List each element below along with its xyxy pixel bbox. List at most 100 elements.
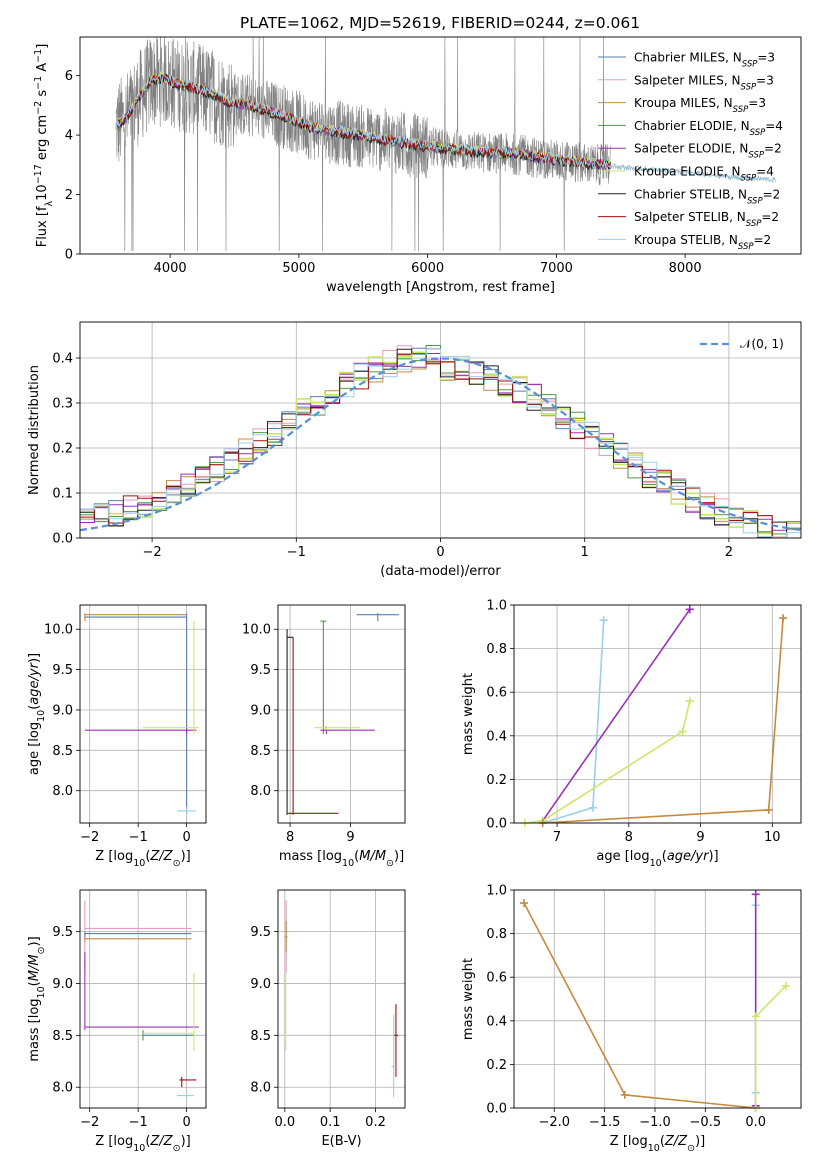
normal-curve bbox=[80, 357, 801, 532]
axis-label-part: ( bbox=[354, 849, 359, 864]
massweight-series bbox=[542, 620, 605, 824]
legend-name: Salpeter STELIB, N bbox=[634, 210, 746, 224]
x-tick-label: 5000 bbox=[282, 261, 315, 276]
axis-label-part: age/yr bbox=[667, 849, 710, 864]
residuals-panel: −2 −1 0 1 2 0.0 0.1 0.2 0.3 0.4 (data-model)/error… bbox=[27, 321, 802, 579]
axis-label-part: mass [log bbox=[279, 849, 342, 864]
legend-nssp: =2 bbox=[761, 210, 779, 224]
massweight-point bbox=[751, 890, 760, 899]
age_vs_mass-plot-area bbox=[286, 613, 399, 815]
y-tick-label: 9.0 bbox=[52, 977, 73, 992]
legend-label: Kroupa STELIB, NSSP=2 bbox=[634, 233, 771, 252]
axis-label-part: −1 bbox=[33, 76, 44, 90]
axis-label-part: wavelength [Angstrom, rest frame] bbox=[326, 280, 555, 295]
axes-frame bbox=[277, 889, 406, 1109]
legend-sub: SSP bbox=[746, 219, 762, 229]
x-axis-label: (data-model)/error bbox=[380, 564, 501, 579]
x-tick-label: −2.0 bbox=[538, 1115, 570, 1130]
x-tick-label: 2 bbox=[725, 545, 733, 560]
x-tick-label: 9 bbox=[696, 830, 704, 845]
y-tick-label: 9.0 bbox=[250, 703, 271, 718]
x-tick-label: 0.2 bbox=[365, 1115, 386, 1130]
y-tick-label: 0.4 bbox=[52, 352, 73, 367]
y-tick-label: 2 bbox=[65, 188, 73, 203]
legend-nssp: =3 bbox=[748, 96, 766, 110]
axis-label-part: s bbox=[35, 90, 50, 101]
y-tick-label: 8.5 bbox=[250, 744, 271, 759]
y-tick-label: 0.6 bbox=[486, 971, 507, 986]
x-tick-label: −2 bbox=[80, 1115, 99, 1130]
axis-label-part: −2 bbox=[33, 101, 44, 115]
axis-label-part: )] bbox=[27, 936, 42, 946]
x-tick-label: −0.5 bbox=[690, 1115, 722, 1130]
axis-label-part: (data-model)/error bbox=[380, 564, 501, 579]
y-tick-label: 9.0 bbox=[52, 703, 73, 718]
y-tick-label: 0.4 bbox=[486, 1014, 507, 1029]
stelib-model-line bbox=[610, 163, 776, 184]
axis-label-part: Z [log bbox=[95, 849, 133, 864]
legend-label: Kroupa ELODIE, NSSP=4 bbox=[634, 165, 774, 184]
y-tick-label: 0.2 bbox=[52, 442, 73, 457]
axis-label-part: Z/Z bbox=[149, 1134, 173, 1149]
y-tick-label: 9.0 bbox=[250, 977, 271, 992]
x-tick-label: 0 bbox=[436, 545, 444, 560]
y-tick-label: 9.5 bbox=[52, 663, 73, 678]
residual-histogram bbox=[80, 348, 801, 538]
legend-sub: SSP bbox=[733, 105, 749, 115]
legend-name: Chabrier STELIB, N bbox=[634, 187, 747, 201]
legend-nssp: =2 bbox=[764, 142, 782, 156]
axes-frame bbox=[79, 604, 207, 824]
x-axis-label: Z [log10(Z/Z⊙)] bbox=[610, 1134, 705, 1154]
legend-name: Chabrier MILES, N bbox=[634, 51, 742, 65]
age_vs_Z-panel: −2 −1 08.08.59.09.510.0Z [log10(Z/Z⊙)]age … bbox=[27, 604, 207, 869]
y-tick-label: 9.5 bbox=[250, 925, 271, 940]
axis-label-part: Flux [f bbox=[35, 206, 50, 247]
legend-label: Chabrier MILES, NSSP=3 bbox=[634, 51, 775, 70]
mass_vs_Z-panel: −2 −1 08.08.59.09.5Z [log10(Z/Z⊙)]mass [lo… bbox=[27, 889, 207, 1154]
axis-label-part: age [log bbox=[27, 722, 42, 775]
legend-label: Kroupa MILES, NSSP=3 bbox=[634, 96, 766, 115]
x-axis-label: wavelength [Angstrom, rest frame] bbox=[326, 280, 555, 295]
y-axis-label: age [log10(age/yr)] bbox=[27, 653, 47, 775]
y-axis-label: mass [log10(M/M⊙)] bbox=[27, 936, 47, 1061]
axis-label-part: 10 bbox=[133, 858, 145, 869]
age_vs_mass-panel: 8 9 8.0 8.5 9.0 9.5 10.0 mass [log10(M/M⊙)] bbox=[242, 604, 406, 869]
axis-label-part: λ bbox=[44, 200, 55, 206]
y-tick-label: 0.1 bbox=[52, 487, 73, 502]
y-tick-label: 1.0 bbox=[486, 599, 507, 614]
legend-label: Chabrier ELODIE, NSSP=4 bbox=[634, 119, 783, 138]
legend-nssp: =2 bbox=[763, 187, 781, 201]
data-spectrum-line bbox=[115, 37, 611, 252]
legend-sub: SSP bbox=[748, 151, 764, 161]
massweight-point bbox=[764, 805, 773, 814]
legend-name: Salpeter MILES, N bbox=[634, 73, 741, 87]
mass_vs_Z-plot-area bbox=[84, 900, 199, 1098]
x-tick-label: −1 bbox=[129, 1115, 148, 1130]
massweight-series bbox=[524, 700, 691, 824]
x-axis-label: Z [log10(Z/Z⊙)] bbox=[95, 1134, 190, 1154]
axis-label-part: mass weight bbox=[461, 673, 476, 755]
y-axis-label: Flux [fλ10−17 erg cm−2 s−1 A−1] bbox=[33, 44, 55, 248]
y-tick-label: 0.2 bbox=[486, 1058, 507, 1073]
axis-label-part: age [log bbox=[596, 849, 649, 864]
y-tick-label: 0 bbox=[65, 248, 73, 263]
residual-histogram bbox=[80, 353, 801, 538]
axis-label-part: Z [log bbox=[610, 1134, 648, 1149]
y-tick-label: 0.2 bbox=[486, 773, 507, 788]
x-tick-label: 0.1 bbox=[320, 1115, 341, 1130]
massweight-point bbox=[520, 899, 529, 908]
axis-label-part: ( bbox=[662, 849, 667, 864]
massweight-point bbox=[678, 727, 687, 736]
axis-label-part: 10 bbox=[648, 1143, 660, 1154]
y-tick-label: 9.5 bbox=[52, 925, 73, 940]
x-tick-label: −1.5 bbox=[589, 1115, 621, 1130]
massweight-point bbox=[781, 981, 790, 990]
axis-label-part: ( bbox=[145, 849, 150, 864]
y-tick-label: 10.0 bbox=[44, 623, 73, 638]
axes-frame bbox=[79, 36, 802, 255]
legend-sub: SSP bbox=[742, 60, 758, 70]
y-tick-label: 0.8 bbox=[486, 927, 507, 942]
massweight-point bbox=[685, 696, 694, 705]
x-tick-label: 0.0 bbox=[274, 1115, 295, 1130]
